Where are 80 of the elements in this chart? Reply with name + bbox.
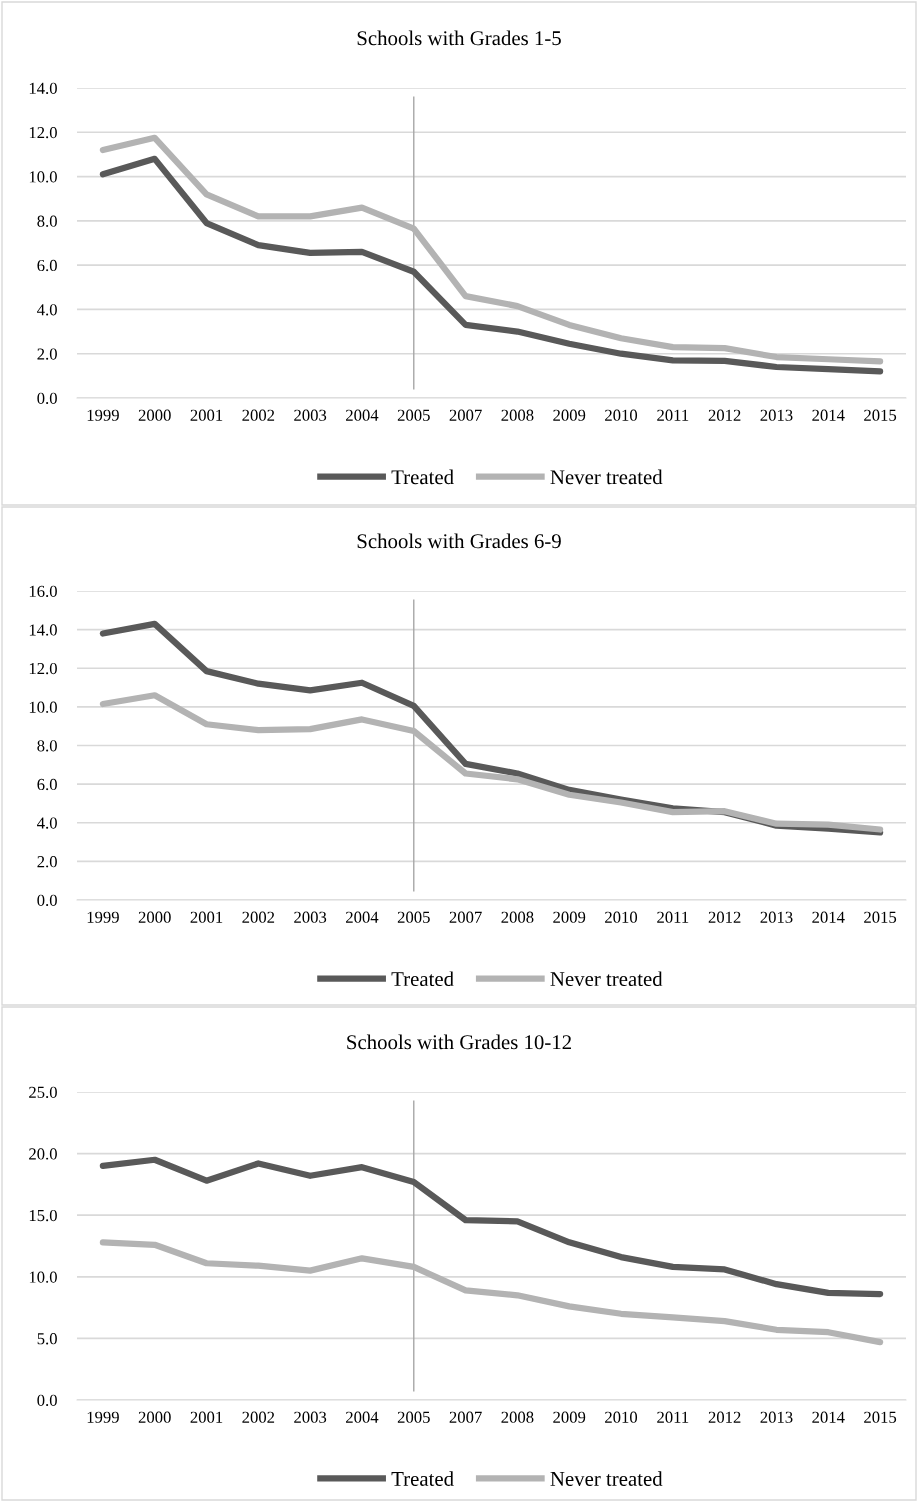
x-tick-label: 2015 <box>864 911 897 923</box>
x-tick-label: 2005 <box>397 409 430 421</box>
x-tick-label: 2005 <box>397 1411 430 1423</box>
y-tick-label: 10.0 <box>29 1271 57 1283</box>
chart-title: Schools with Grades 10-12 <box>347 1034 571 1050</box>
legend-label: Treated <box>391 1471 454 1486</box>
y-tick-label: 12.0 <box>29 126 57 139</box>
y-tick-label: 6.0 <box>37 259 57 272</box>
x-tick-label: 2004 <box>346 911 379 923</box>
legend-label: Never treated <box>550 1471 663 1486</box>
y-tick-label: 8.0 <box>37 215 57 227</box>
y-tick-label: 10.0 <box>29 701 57 713</box>
x-tick-label: 2004 <box>346 409 379 421</box>
x-tick-label: 2012 <box>708 911 741 923</box>
y-tick-label: 4.0 <box>37 304 57 316</box>
y-tick-label: 5.0 <box>37 1333 57 1345</box>
x-tick-label: 2009 <box>553 1411 586 1423</box>
y-tick-label: 14.0 <box>29 624 57 636</box>
y-tick-label: 20.0 <box>29 1148 57 1160</box>
x-tick-label: 2008 <box>501 911 534 923</box>
legend-label: Never treated <box>550 469 663 485</box>
x-tick-label: 2010 <box>605 1411 638 1423</box>
x-tick-label: 2003 <box>294 911 327 923</box>
x-tick-label: 2015 <box>864 409 897 421</box>
y-tick-label: 2.0 <box>37 348 57 360</box>
y-tick-label: 4.0 <box>37 817 57 829</box>
x-tick-label: 2010 <box>605 409 638 421</box>
x-tick-label: 2009 <box>553 409 586 421</box>
x-tick-label: 2007 <box>449 911 482 923</box>
y-tick-label: 25.0 <box>29 1086 57 1099</box>
x-tick-label: 1999 <box>87 911 119 923</box>
y-tick-label: 16.0 <box>29 585 57 598</box>
chart-title: Schools with Grades 6-9 <box>357 533 561 549</box>
x-tick-label: 2011 <box>657 409 689 421</box>
y-tick-label: 14.0 <box>29 82 57 95</box>
y-tick-label: 2.0 <box>37 856 57 868</box>
y-tick-label: 6.0 <box>37 778 57 791</box>
x-tick-label: 1999 <box>87 409 119 421</box>
x-tick-label: 2004 <box>346 1411 379 1423</box>
x-tick-label: 2011 <box>657 1411 689 1423</box>
x-tick-label: 2005 <box>397 911 430 923</box>
legend-label: Never treated <box>550 971 663 987</box>
y-tick-label: 0.0 <box>37 894 57 907</box>
x-tick-label: 2000 <box>138 409 171 421</box>
x-tick-label: 2014 <box>812 1411 845 1423</box>
y-tick-label: 15.0 <box>29 1209 57 1222</box>
x-tick-label: 2014 <box>812 409 845 421</box>
y-tick-label: 0.0 <box>37 1394 57 1407</box>
y-tick-label: 10.0 <box>29 171 57 183</box>
x-tick-label: 2003 <box>294 1411 327 1423</box>
x-tick-label: 2012 <box>708 409 741 421</box>
x-tick-label: 2000 <box>138 911 171 923</box>
y-tick-label: 12.0 <box>29 662 57 675</box>
x-tick-label: 2002 <box>242 409 275 421</box>
x-tick-label: 2002 <box>242 911 275 923</box>
legend-label: Treated <box>391 469 454 485</box>
y-tick-label: 8.0 <box>37 740 57 752</box>
chart-title: Schools with Grades 1-5 <box>357 30 561 46</box>
x-tick-label: 2002 <box>242 1411 275 1423</box>
x-tick-label: 2003 <box>294 409 327 421</box>
x-tick-label: 2008 <box>501 1411 534 1423</box>
x-tick-label: 2013 <box>760 409 793 421</box>
x-tick-label: 2001 <box>190 911 223 923</box>
x-tick-label: 2000 <box>138 1411 171 1423</box>
x-tick-label: 2008 <box>501 409 534 421</box>
x-tick-label: 2010 <box>605 911 638 923</box>
x-tick-label: 2007 <box>449 1411 482 1423</box>
x-tick-label: 2013 <box>760 911 793 923</box>
x-tick-label: 2007 <box>449 409 482 421</box>
x-tick-label: 2011 <box>657 911 689 923</box>
legend-label: Treated <box>391 971 454 987</box>
x-tick-label: 2013 <box>760 1411 793 1423</box>
y-tick-label: 0.0 <box>37 392 57 405</box>
x-tick-label: 2015 <box>864 1411 897 1423</box>
x-tick-label: 2012 <box>708 1411 741 1423</box>
x-tick-label: 2014 <box>812 911 845 923</box>
x-tick-label: 2001 <box>190 409 223 421</box>
x-tick-label: 1999 <box>87 1411 119 1423</box>
x-tick-label: 2009 <box>553 911 586 923</box>
x-tick-label: 2001 <box>190 1411 223 1423</box>
